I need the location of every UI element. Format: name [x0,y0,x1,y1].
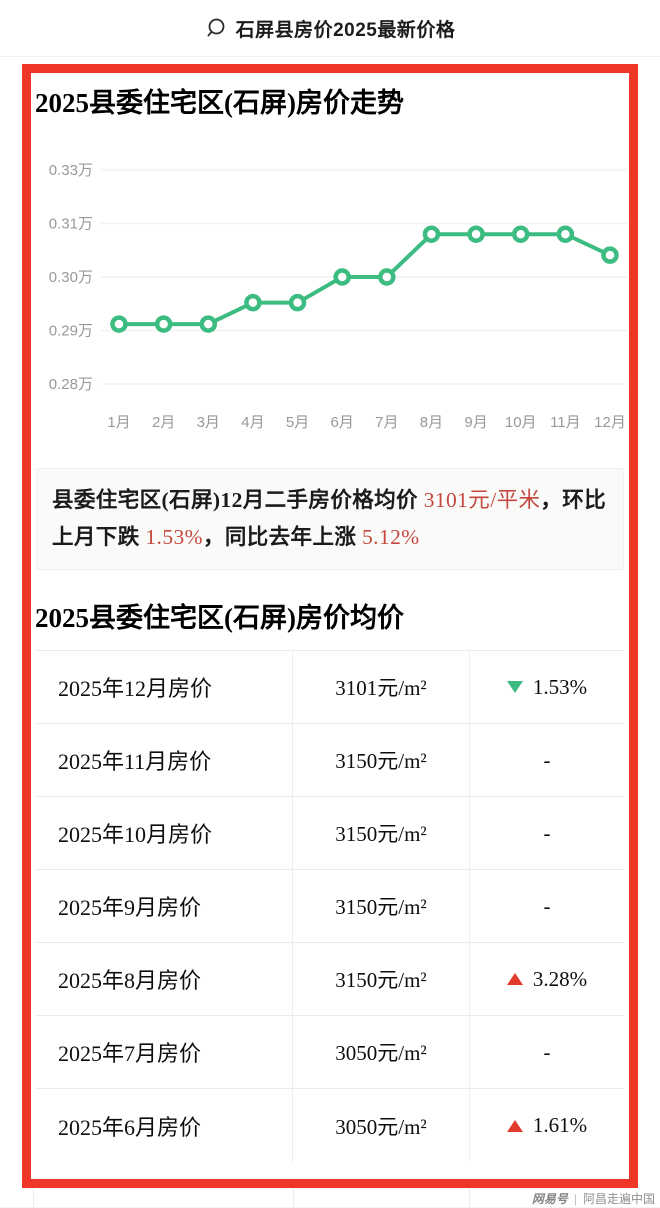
trend-chart-svg: 0.33万 0.31万 0.30万 0.29万 0.28万 1月 2月 3月 4月 5月 6月 7月 8… [49,162,627,431]
table-row: 2025年7月房价 3050元/m² - [36,1016,624,1089]
row-price-value: 3101元/m² [293,651,470,723]
table-row: 2025年8月房价 3150元/m² 3.28% [36,943,624,1016]
summary-segment: ，同比去年上涨 [202,525,363,549]
x-tick-label: 11月 [550,414,581,431]
trend-title: 2025县委住宅区(石屏)房价走势 [35,88,404,118]
price-table: 2025年12月房价 3101元/m² 1.53% 2025年11月房价 3150元/m… [36,650,624,1162]
row-price-value: 3050元/m² [293,1016,470,1088]
row-change: 1.53% [470,651,624,723]
summary-text: 县委住宅区(石屏)12月二手房价格均价 3101元/平米，环比上月下跌 1.53… [52,482,608,556]
row-change: - [470,1016,624,1088]
x-tick-label: 6月 [331,414,354,431]
page-header: 石屏县房价2025最新价格 [0,0,660,57]
row-month-label: 2025年8月房价 [36,943,293,1015]
summary-highlight: 3101元/平米 [423,488,541,512]
data-point [244,293,262,312]
x-tick-label: 8月 [420,414,443,431]
row-change: 1.61% [470,1089,624,1162]
table-continuation: 网易号 | 阿昌走遍中国 [0,1188,660,1208]
x-tick-label: 4月 [241,414,264,431]
table-row: 2025年12月房价 3101元/m² 1.53% [36,651,624,724]
row-change: - [470,797,624,869]
watermark-brand: 网易号 [531,1192,568,1206]
row-price-value: 3050元/m² [293,1089,470,1162]
x-tick-label: 1月 [107,414,130,431]
row-price-value: 3150元/m² [293,870,470,942]
row-change-value: - [543,820,551,845]
row-price-value: 3150元/m² [293,943,470,1015]
data-point [154,315,173,333]
row-change-value: - [543,893,551,918]
trend-line [117,232,612,327]
row-change: 3.28% [470,943,624,1015]
row-month-label: 2025年10月房价 [36,797,293,869]
x-tick-label: 9月 [464,414,487,431]
summary-segment: 县委住宅区(石屏)12月二手房价格均价 [52,488,424,512]
y-tick-label: 0.31万 [49,216,93,233]
row-change-value: - [543,747,551,772]
watermark-divider: | [573,1191,577,1206]
column-divider [293,1188,294,1208]
x-tick-label: 7月 [375,414,398,431]
y-tick-label: 0.29万 [49,323,93,340]
row-price-value: 3150元/m² [293,797,470,869]
up-triangle-icon [506,973,523,985]
watermark: 网易号 | 阿昌走遍中国 [532,1190,655,1207]
table-row: 2025年10月房价 3150元/m² - [36,797,624,870]
row-price-value: 3150元/m² [293,724,470,796]
summary-highlight: 1.53% [145,525,203,549]
x-tick-label: 10月 [505,414,537,431]
summary-highlight: 5.12% [362,525,420,549]
table-title: 2025县委住宅区(石屏)房价均价 [35,603,404,633]
table-row: 2025年9月房价 3150元/m² - [36,870,624,943]
y-tick-label: 0.33万 [49,162,93,179]
row-change-value: 1.53% [532,674,588,699]
y-tick-label: 0.28万 [49,376,93,393]
row-month-label: 2025年9月房价 [36,870,293,942]
table-row: 2025年11月房价 3150元/m² - [36,724,624,797]
search-icon[interactable] [205,17,227,39]
row-month-label: 2025年6月房价 [36,1089,293,1162]
data-point [378,268,396,286]
data-point [288,293,307,312]
x-tick-label: 5月 [286,414,309,431]
table-row: 2025年6月房价 3050元/m² 1.61% [36,1089,624,1162]
x-tick-label: 3月 [197,414,220,431]
row-change: - [470,870,624,942]
row-change-value: - [543,1039,551,1064]
row-change: - [470,724,624,796]
y-tick-label: 0.30万 [49,269,93,286]
summary-card: 县委住宅区(石屏)12月二手房价格均价 3101元/平米，环比上月下跌 1.53… [36,468,624,570]
data-point [556,225,575,243]
data-point [333,268,351,286]
row-change-value: 3.28% [532,966,588,991]
content-frame: 2025县委住宅区(石屏)房价走势 0.33万 0.31万 0.30万 0.29万 0.… [22,64,638,1188]
x-tick-label: 12月 [594,414,626,431]
down-triangle-icon [506,681,523,693]
up-triangle-icon [506,1119,523,1132]
column-divider [469,1188,470,1208]
data-point [511,225,530,243]
watermark-author: 阿昌走遍中国 [582,1192,655,1206]
column-divider [33,1188,34,1208]
x-tick-label: 2月 [152,414,175,431]
data-point [601,246,619,264]
price-trend-chart: 0.33万 0.31万 0.30万 0.29万 0.28万 1月 2月 3月 4月 5月 6月 7月 8… [31,140,629,442]
row-month-label: 2025年11月房价 [36,724,293,796]
row-month-label: 2025年12月房价 [36,651,293,723]
data-point [199,315,218,333]
summary-segment: ，环比上月下跌 [52,488,607,549]
row-change-value: 1.61% [532,1113,588,1137]
data-point [467,225,485,243]
data-point [422,225,441,243]
header-title: 石屏县房价2025最新价格 [235,19,456,41]
row-month-label: 2025年7月房价 [36,1016,293,1088]
data-point [110,315,128,333]
